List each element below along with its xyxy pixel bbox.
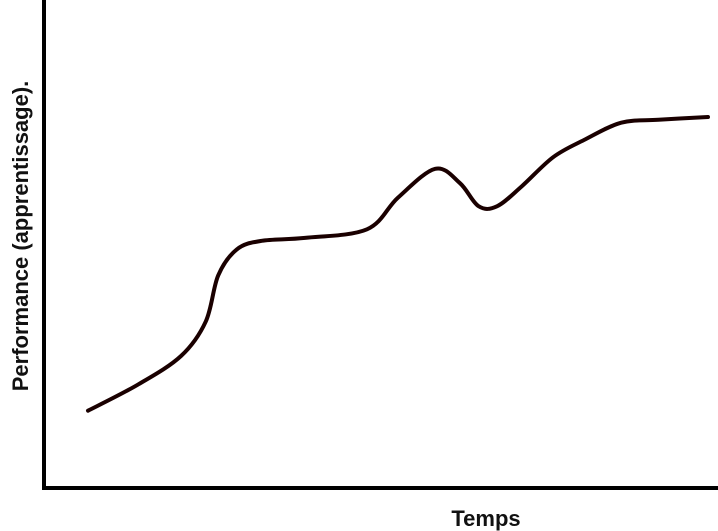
x-axis-label: Temps [451, 506, 520, 531]
plot-area [86, 115, 710, 413]
series-line-0 [86, 115, 710, 413]
y-axis-label: Performance (apprentissage). [8, 81, 33, 392]
